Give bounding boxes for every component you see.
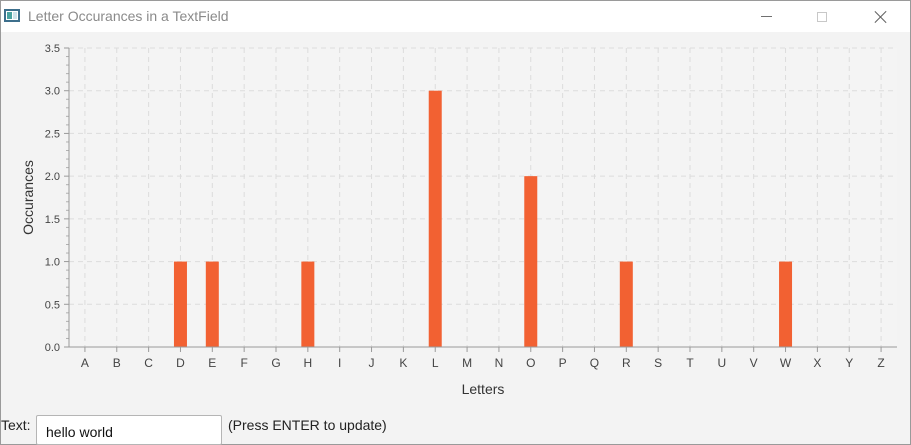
x-tick-label: W	[780, 356, 792, 370]
x-tick-label: V	[750, 356, 758, 370]
x-tick-label: Z	[877, 356, 884, 370]
text-field-label: Text:	[1, 417, 31, 433]
y-tick-label: 2.5	[45, 128, 60, 140]
app-icon	[4, 9, 20, 22]
close-icon	[874, 10, 888, 24]
bar-r	[619, 261, 633, 347]
bar-o	[524, 176, 538, 347]
x-tick-label: P	[559, 356, 567, 370]
grid-lines	[69, 47, 897, 347]
bar-l	[428, 90, 442, 347]
bar-chart: 0.0 0.5 1.0 1.5 2.0 2.5 3.0 3.5 A B C D E F G H I J K L M N O P…	[1, 32, 910, 404]
x-tick-label: B	[113, 356, 121, 370]
minimize-icon	[760, 16, 772, 17]
bars	[173, 90, 793, 347]
x-tick-label: R	[622, 356, 631, 370]
y-tick-label: 0.5	[45, 299, 60, 311]
x-tick-label: I	[338, 356, 341, 370]
maximize-icon	[817, 11, 827, 22]
update-hint: (Press ENTER to update)	[228, 417, 387, 433]
bar-d	[173, 261, 187, 347]
y-axis-label: Occurances	[20, 160, 36, 235]
y-tick-label: 3.0	[45, 86, 60, 98]
x-tick-label: S	[654, 356, 662, 370]
y-tick-label: 1.5	[45, 214, 60, 226]
input-bar: Text: (Press ENTER to update)	[1, 404, 910, 445]
x-tick-label: D	[176, 356, 185, 370]
x-tick-label: Y	[845, 356, 853, 370]
bar-w	[779, 261, 793, 347]
x-tick-label: F	[240, 356, 247, 370]
x-tick-label: G	[271, 356, 280, 370]
y-tick-label: 3.5	[45, 43, 60, 55]
bar-e	[205, 261, 219, 347]
x-axis-label: Letters	[462, 381, 505, 397]
y-tick-label: 2.0	[45, 171, 60, 183]
x-tick-label: A	[81, 356, 89, 370]
y-tick-label: 1.0	[45, 257, 60, 269]
plot-background	[69, 48, 897, 347]
x-tick-label: E	[208, 356, 216, 370]
close-button[interactable]	[858, 1, 904, 32]
x-tick-label: K	[399, 356, 407, 370]
x-tick-label: T	[686, 356, 694, 370]
axes: 0.0 0.5 1.0 1.5 2.0 2.5 3.0 3.5 A B C D E F G H I J K L M N O P…	[45, 43, 897, 370]
x-tick-label: L	[432, 356, 439, 370]
x-tick-label: C	[144, 356, 153, 370]
x-tick-label: O	[526, 356, 535, 370]
x-tick-label: X	[813, 356, 821, 370]
x-tick-label: H	[304, 356, 313, 370]
x-tick-label: M	[462, 356, 472, 370]
x-tick-label: J	[369, 356, 375, 370]
bar-h	[301, 261, 315, 347]
x-tick-label: U	[718, 356, 727, 370]
y-tick-label: 0.0	[45, 342, 60, 354]
text-input[interactable]	[36, 415, 222, 445]
maximize-button[interactable]	[799, 1, 845, 32]
chart-canvas: 0.0 0.5 1.0 1.5 2.0 2.5 3.0 3.5 A B C D E F G H I J K L M N O P…	[20, 43, 897, 397]
minimize-button[interactable]	[743, 1, 789, 32]
x-tick-label: Q	[590, 356, 599, 370]
title-bar[interactable]: Letter Occurances in a TextField	[1, 1, 910, 32]
window-title: Letter Occurances in a TextField	[28, 8, 229, 24]
x-tick-label: N	[495, 356, 504, 370]
